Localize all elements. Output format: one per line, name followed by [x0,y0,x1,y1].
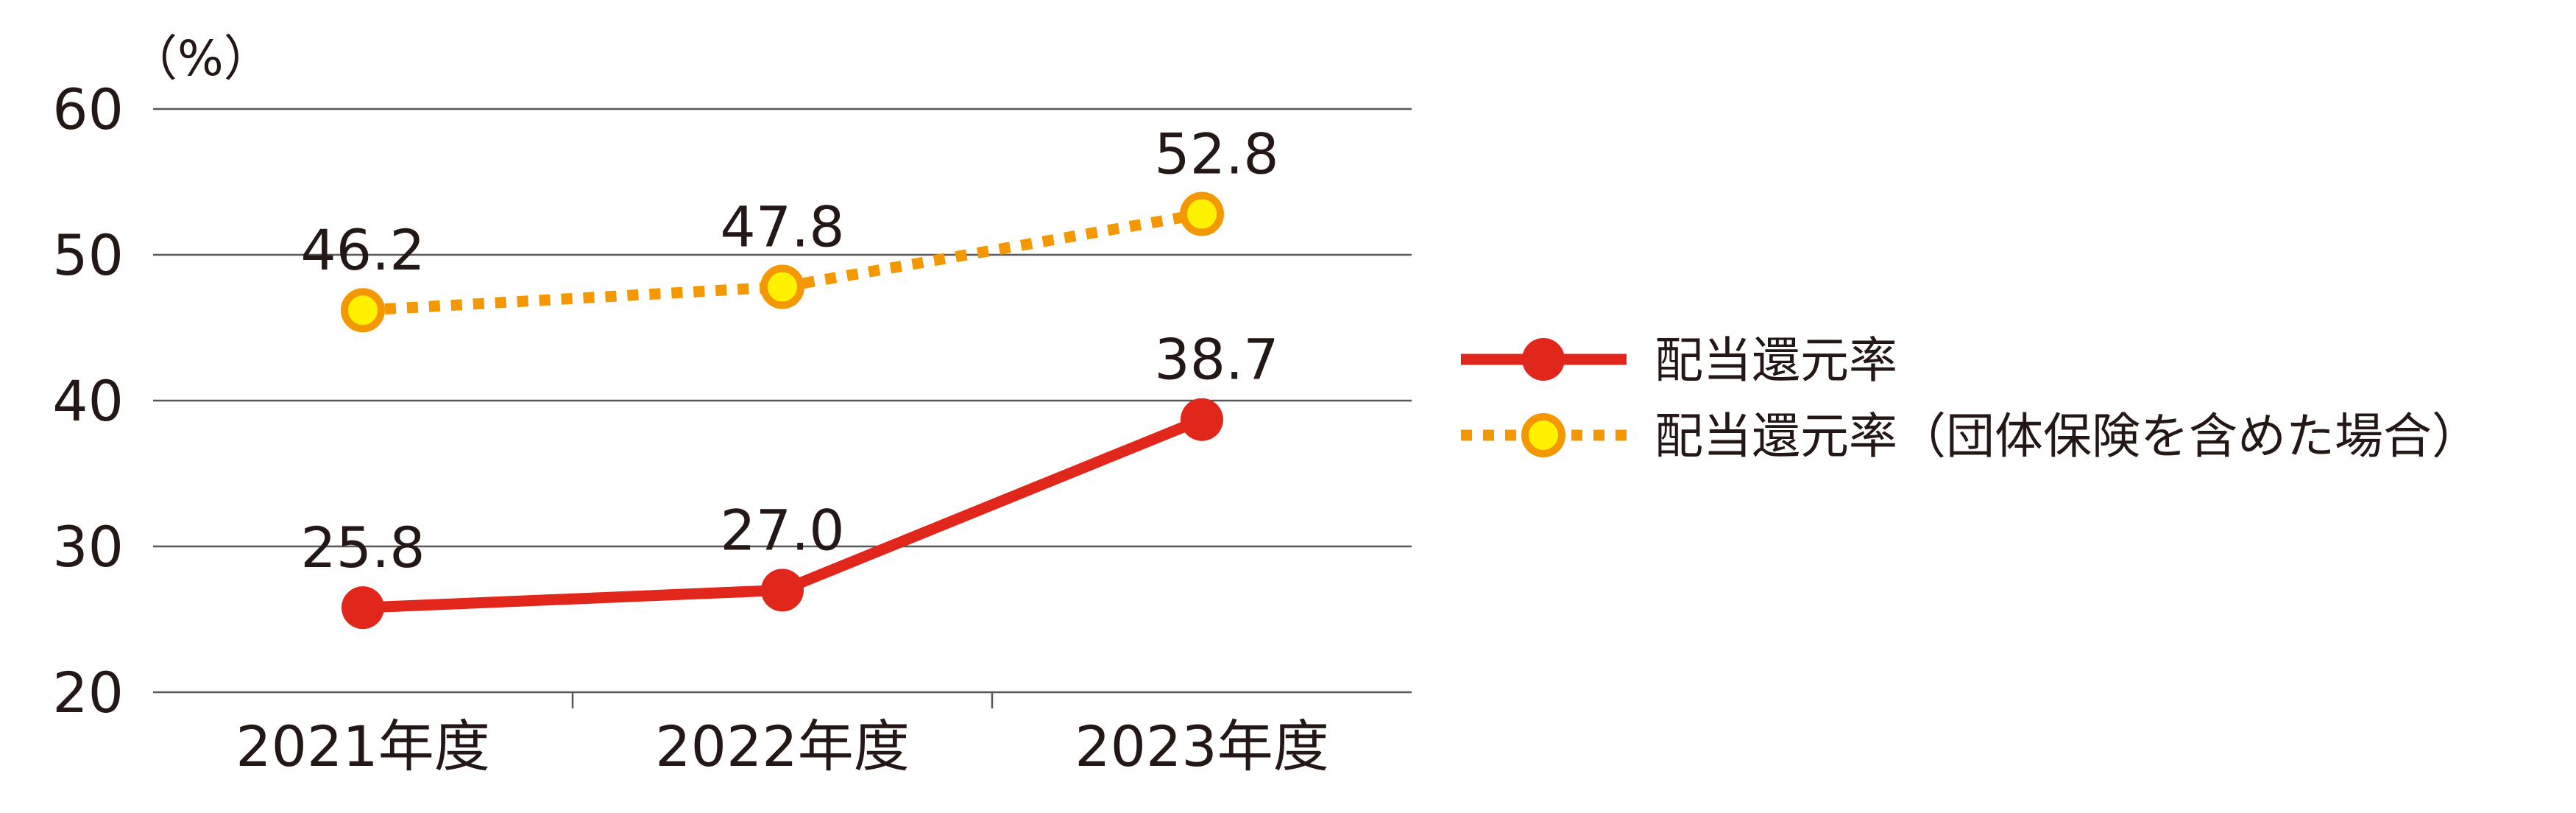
x-axis: 2021年度 2022年度 2023年度 [236,692,1329,779]
legend-label: 配当還元率（団体保険を含めた場合） [1655,408,2480,465]
y-axis-unit-label: （%） [129,30,272,87]
series-2-data-label: 46.2 [300,217,425,283]
y-tick-label: 30 [52,514,124,580]
series-2-point [1180,191,1224,236]
y-tick-label: 40 [52,368,124,434]
series-2-point [760,264,804,309]
legend-swatch-marker [1522,338,1565,381]
series-1-point [761,569,804,612]
y-tick-label: 20 [52,660,124,725]
legend-item-1: 配当還元率 [1461,332,1897,389]
y-axis-ticks: 20 30 40 50 60 [52,77,124,725]
x-tick-label: 2023年度 [1075,714,1328,779]
series-1-data-label: 27.0 [720,497,844,563]
series-1-point [342,586,384,630]
series-2-data-label: 52.8 [1154,122,1278,187]
y-tick-label: 50 [52,222,124,288]
series-group [341,191,1224,630]
series-2-point [341,288,385,333]
legend-swatch-marker [1521,413,1565,457]
gridlines [153,108,1412,694]
legend-item-2: 配当還元率（団体保険を含めた場合） [1461,408,2480,465]
series-1-point [1181,398,1223,441]
x-tick-label: 2022年度 [655,714,909,779]
data-labels: 46.2 47.8 52.8 25.8 27.0 38.7 [300,122,1278,581]
series-1-data-label: 25.8 [300,515,425,580]
series-1 [342,398,1223,630]
series-2 [341,191,1224,333]
legend-label: 配当還元率 [1655,332,1897,389]
x-tick-label: 2021年度 [236,714,489,779]
y-tick-label: 60 [52,77,124,142]
series-1-data-label: 38.7 [1154,327,1278,393]
series-2-data-label: 47.8 [720,194,844,260]
